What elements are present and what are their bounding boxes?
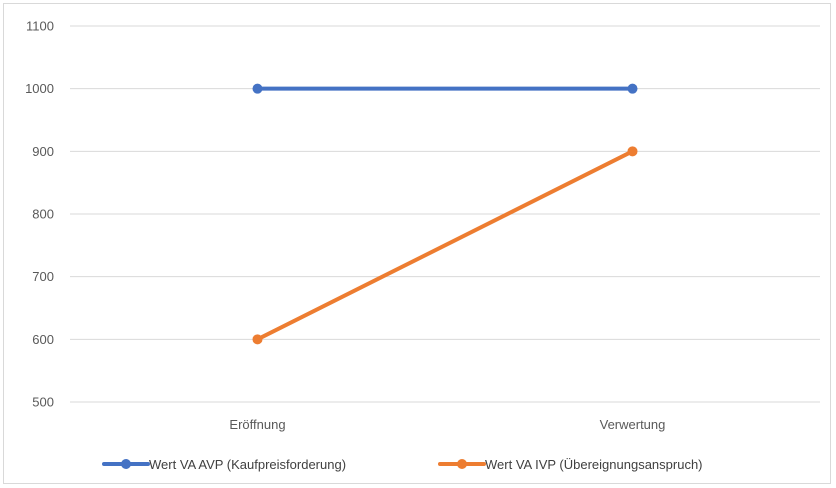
series-layer: [252, 83, 638, 345]
legend: Wert VA AVP (Kaufpreisforderung) Wert VA …: [102, 457, 703, 472]
y-tick-label: 700: [32, 269, 54, 284]
y-tick-label: 1000: [25, 81, 54, 96]
data-point-0-1: [627, 83, 638, 94]
legend-label: Wert VA IVP (Übereignungsanspruch): [485, 457, 703, 472]
y-tick-label: 500: [32, 395, 54, 410]
y-axis-tick-labels: 500 600 700 800 900 1000 1100: [25, 19, 54, 410]
legend-swatch-marker-0: [121, 459, 131, 469]
y-tick-label: 1100: [26, 19, 54, 34]
data-point-1-1: [627, 146, 638, 157]
x-tick-label: Verwertung: [600, 417, 666, 432]
series-line-1: [255, 149, 635, 342]
gridlines: [70, 25, 820, 403]
x-axis-tick-labels: Eröffnung Verwertung: [229, 417, 665, 432]
y-tick-label: 800: [32, 207, 54, 222]
x-tick-label: Eröffnung: [229, 417, 285, 432]
y-tick-label: 900: [32, 144, 54, 159]
legend-label: Wert VA AVP (Kaufpreisforderung): [149, 457, 346, 472]
chart-frame: [3, 3, 831, 484]
data-point-1-0: [252, 334, 263, 345]
y-tick-label: 600: [32, 332, 54, 347]
data-point-0-0: [252, 83, 263, 94]
legend-swatch-marker-1: [457, 459, 467, 469]
